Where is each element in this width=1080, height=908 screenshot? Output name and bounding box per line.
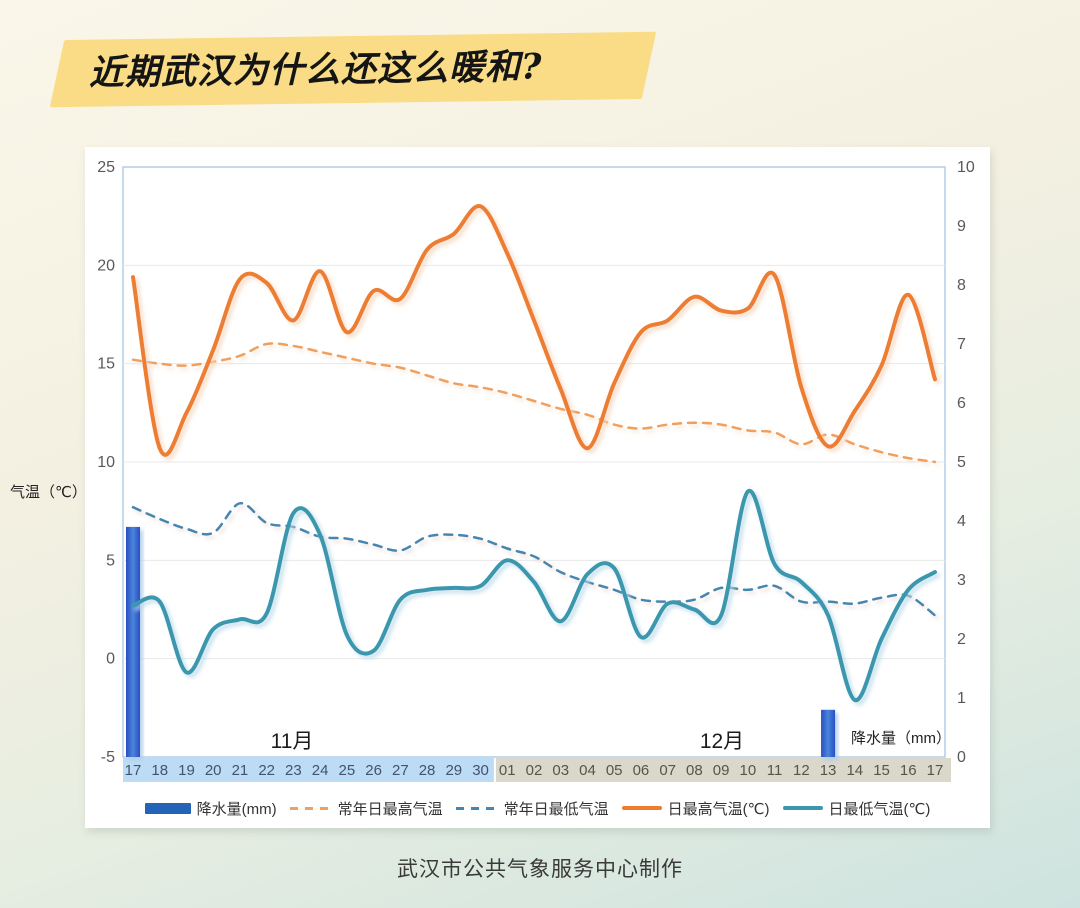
left-axis-tick-label: 5 bbox=[106, 552, 115, 569]
date-label: 08 bbox=[686, 762, 703, 779]
date-label: 16 bbox=[900, 762, 917, 779]
date-label: 13 bbox=[820, 762, 837, 779]
date-label: 04 bbox=[579, 762, 596, 779]
right-axis-tick-label: 4 bbox=[957, 513, 966, 530]
date-label: 07 bbox=[659, 762, 676, 779]
date-label: 17 bbox=[125, 762, 142, 779]
right-axis-tick-label: 9 bbox=[957, 218, 966, 235]
date-label: 03 bbox=[552, 762, 569, 779]
date-label: 24 bbox=[312, 762, 329, 779]
precipitation-bar bbox=[821, 709, 836, 757]
december-date-band bbox=[495, 758, 951, 782]
date-label: 12 bbox=[793, 762, 810, 779]
date-label: 30 bbox=[472, 762, 489, 779]
month-label-november: 11月 bbox=[270, 730, 314, 753]
daily-max-line-swatch-icon bbox=[621, 806, 662, 810]
november-date-band bbox=[123, 758, 494, 782]
right-axis-tick-label: 8 bbox=[957, 277, 966, 294]
right-axis-unit-label: 降水量（mm） bbox=[851, 730, 951, 747]
date-label: 21 bbox=[232, 762, 249, 779]
series-path-3 bbox=[131, 204, 937, 457]
legend-label: 日最高气温(℃) bbox=[667, 800, 770, 818]
chart-card: 25 20 15 10 5 0 -5 10 9 8 7 6 5 4 3 2 1 0 17 18 19 20 21 22 23 24… bbox=[85, 147, 990, 828]
title-banner: 近期武汉为什么还这么暖和? bbox=[49, 31, 657, 108]
page-title: 近期武汉为什么还这么暖和? bbox=[88, 46, 543, 94]
precipitation-bar bbox=[126, 526, 140, 757]
right-axis-tick-label: 5 bbox=[957, 454, 966, 471]
left-axis-unit-label: 气温（℃） bbox=[10, 484, 87, 501]
left-axis-tick-label: -5 bbox=[101, 749, 115, 766]
normal-min-dashed-line-swatch-icon bbox=[455, 806, 498, 810]
date-label: 20 bbox=[205, 762, 222, 779]
date-label: 22 bbox=[258, 762, 275, 779]
date-label: 01 bbox=[499, 762, 516, 779]
legend-item-normal-max: 常年日最高气温 bbox=[289, 798, 443, 819]
left-axis-tick-label: 15 bbox=[97, 356, 115, 373]
legend-item-daily-min: 日最低气温(℃) bbox=[782, 798, 931, 819]
date-label: 09 bbox=[713, 762, 730, 779]
legend-label: 常年日最高气温 bbox=[337, 800, 443, 818]
right-axis-tick-label: 1 bbox=[957, 690, 966, 707]
right-axis-tick-label: 0 bbox=[957, 749, 966, 766]
series-path-1 bbox=[131, 342, 937, 464]
right-axis-tick-label: 3 bbox=[957, 572, 966, 589]
chart-legend: 降水量(mm) 常年日最高气温 常年日最低气温 日最高气温(℃) 日最低气温(℃… bbox=[85, 793, 990, 823]
date-label: 17 bbox=[927, 762, 944, 779]
date-label: 11 bbox=[767, 762, 783, 779]
series-path-2 bbox=[131, 502, 937, 617]
series-path-4 bbox=[131, 489, 937, 702]
date-label: 19 bbox=[178, 762, 195, 779]
right-axis-tick-label: 10 bbox=[957, 159, 975, 176]
legend-item-precipitation: 降水量(mm) bbox=[144, 798, 277, 819]
legend-label: 常年日最低气温 bbox=[503, 800, 609, 818]
legend-item-daily-max: 日最高气温(℃) bbox=[621, 798, 770, 819]
date-label: 10 bbox=[740, 762, 757, 779]
footer-credit: 武汉市公共气象服务中心制作 bbox=[397, 858, 683, 881]
legend-label: 日最低气温(℃) bbox=[828, 800, 931, 818]
daily-min-line-swatch-icon bbox=[782, 806, 823, 810]
right-axis-tick-label: 6 bbox=[957, 395, 966, 412]
date-label: 23 bbox=[285, 762, 302, 779]
left-axis-tick-label: 0 bbox=[106, 651, 115, 668]
date-label: 29 bbox=[445, 762, 462, 779]
right-axis-tick-label: 2 bbox=[957, 631, 966, 648]
legend-item-normal-min: 常年日最低气温 bbox=[455, 798, 609, 819]
date-label: 15 bbox=[873, 762, 890, 779]
left-axis-tick-label: 20 bbox=[97, 257, 115, 274]
right-axis-tick-label: 7 bbox=[957, 336, 966, 353]
month-label-december: 12月 bbox=[699, 730, 745, 753]
date-label: 28 bbox=[419, 762, 436, 779]
date-label: 18 bbox=[151, 762, 168, 779]
legend-label: 降水量(mm) bbox=[196, 800, 277, 818]
date-label: 25 bbox=[339, 762, 356, 779]
normal-max-dashed-line-swatch-icon bbox=[289, 806, 332, 810]
date-label: 05 bbox=[606, 762, 623, 779]
left-axis-tick-label: 25 bbox=[97, 159, 115, 176]
date-label: 27 bbox=[392, 762, 409, 779]
date-label: 06 bbox=[633, 762, 650, 779]
date-label: 14 bbox=[846, 762, 863, 779]
left-axis-tick-label: 10 bbox=[97, 454, 115, 471]
precipitation-bar-swatch-icon bbox=[144, 802, 191, 814]
date-label: 02 bbox=[526, 762, 543, 779]
date-label: 26 bbox=[365, 762, 382, 779]
